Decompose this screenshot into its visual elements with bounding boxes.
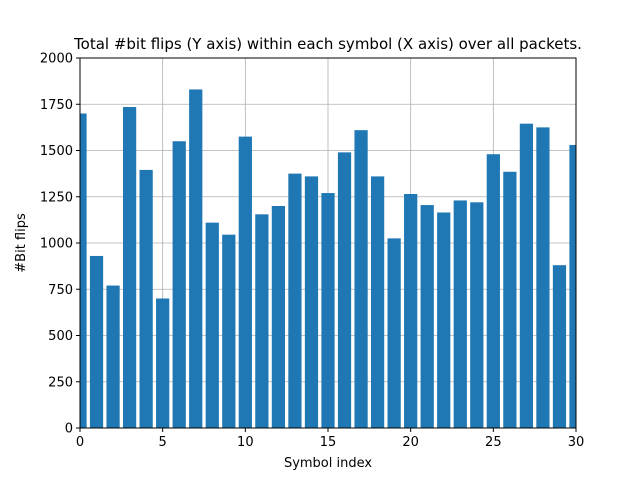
- x-tick-label: 0: [76, 435, 84, 450]
- bar: [404, 193, 418, 428]
- bar: [205, 222, 219, 428]
- y-tick-label: 1500: [40, 144, 73, 159]
- bar: [304, 176, 319, 428]
- x-axis-label: Symbol index: [284, 456, 372, 471]
- bar: [106, 285, 120, 428]
- bar: [80, 113, 87, 428]
- x-tick-label: 20: [402, 435, 419, 450]
- bar: [189, 89, 203, 428]
- bar: [122, 107, 137, 428]
- chart-title: Total #bit flips (Y axis) within each sy…: [73, 35, 582, 53]
- bar: [172, 141, 186, 428]
- bar: [470, 202, 484, 428]
- y-tick-label: 0: [65, 422, 73, 437]
- y-tick-label: 750: [48, 283, 73, 298]
- y-tick-label: 1250: [40, 190, 73, 205]
- bar: [569, 144, 576, 428]
- x-tick-label: 5: [159, 435, 167, 450]
- x-axis-ticks: 0 5 10 15 20 25 30: [76, 428, 584, 450]
- bar: [370, 176, 385, 428]
- bar: [89, 255, 104, 428]
- bar: [271, 206, 286, 428]
- x-tick-label: 25: [485, 435, 502, 450]
- bar: [337, 152, 352, 428]
- x-tick-label: 15: [320, 435, 337, 450]
- bar: [536, 127, 550, 428]
- bar: [387, 238, 401, 428]
- bar: [420, 205, 434, 428]
- x-tick-label: 30: [568, 435, 585, 450]
- bar: [453, 200, 467, 428]
- bar: [519, 123, 534, 428]
- bar: [486, 154, 500, 428]
- bar: [321, 193, 335, 428]
- bar: [156, 298, 170, 428]
- bar: [288, 173, 302, 428]
- bar: [139, 169, 153, 428]
- y-tick-label: 2000: [40, 52, 73, 67]
- y-tick-label: 1750: [40, 98, 73, 113]
- y-tick-label: 500: [48, 329, 73, 344]
- bar: [503, 171, 517, 428]
- y-tick-label: 1000: [40, 237, 73, 252]
- x-tick-label: 10: [237, 435, 254, 450]
- bar: [437, 212, 451, 428]
- bar: [354, 130, 368, 428]
- y-axis-ticks: 0 250 500 750 1000 1250 1500 1750 2000: [40, 52, 80, 437]
- bar: [255, 214, 269, 428]
- bar: [552, 265, 567, 428]
- y-axis-label: #Bit flips: [14, 213, 29, 273]
- bar: [222, 234, 236, 428]
- bars: [80, 89, 576, 428]
- bar: [238, 136, 252, 428]
- y-tick-label: 250: [48, 375, 73, 390]
